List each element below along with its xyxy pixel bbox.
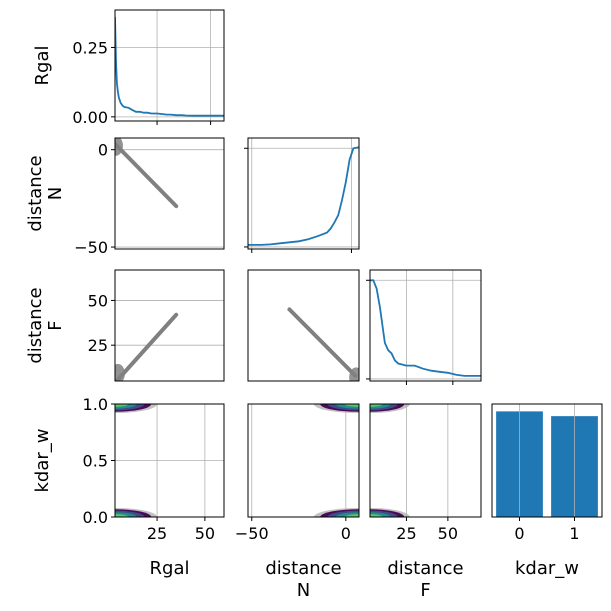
scatter-points (287, 307, 358, 378)
y-tick-label: −50 (74, 238, 108, 257)
axes-frame (114, 9, 225, 122)
x-tick-label: 25 (396, 524, 416, 543)
y-tick-label: 0.5 (83, 452, 108, 471)
y-axis-label: N (45, 187, 66, 200)
density-contour (370, 404, 383, 407)
axes-frame (369, 269, 482, 382)
scatter-points (115, 312, 179, 381)
y-tick-label: 25 (88, 336, 108, 355)
density-contour (344, 404, 359, 407)
x-axis-label: kdar_w (515, 558, 579, 579)
panel-n_vs_rgal: 0 −50 distance N (25, 137, 225, 257)
distribution-line (370, 279, 481, 377)
axes-frame (369, 403, 482, 518)
axes-frame (491, 403, 603, 518)
panel-f_hist (366, 269, 482, 385)
x-axis-label: N (297, 580, 310, 601)
y-tick-label: 0 (98, 141, 108, 160)
panel-n_hist (244, 137, 360, 253)
density-contour (344, 514, 359, 517)
axes-frame (247, 137, 360, 250)
panel-f_vs_n (247, 269, 360, 382)
distribution-line (115, 16, 224, 117)
x-tick-label: −50 (235, 524, 269, 543)
panel-f_vs_rgal: 25 50 distance F (25, 269, 225, 382)
density-contour (115, 514, 129, 517)
panel-kdar_hist: 0 1 kdar_w (491, 403, 603, 579)
x-tick-label: 50 (438, 524, 458, 543)
y-tick-label: 0.0 (83, 508, 108, 527)
y-tick-label: 0.25 (72, 38, 108, 57)
y-axis-label: distance (25, 155, 46, 231)
panel-kdar_vs_rgal: 25 50 0.0 0.5 1.0 kdar_w Rgal (32, 395, 225, 579)
y-tick-label: 50 (88, 291, 108, 310)
axes-frame (247, 403, 360, 518)
y-tick-label: 1.0 (83, 395, 108, 414)
distribution-line (248, 146, 359, 246)
y-axis-label: F (45, 320, 66, 330)
y-axis-label: Rgal (32, 46, 53, 86)
x-tick-label: 1 (569, 524, 579, 543)
y-tick-label: 0.00 (72, 108, 108, 127)
panel-rgal_hist: 0.00 0.25 Rgal (32, 9, 225, 127)
density-contour (115, 404, 129, 407)
scatter-points (115, 141, 179, 209)
axes-frame (247, 269, 360, 382)
y-axis-label: kdar_w (32, 428, 53, 492)
x-tick-label: 50 (195, 524, 215, 543)
axes-frame (114, 269, 225, 382)
axes-frame (114, 137, 225, 250)
x-axis-label: distance (387, 558, 463, 579)
x-tick-label: 0 (514, 524, 524, 543)
x-axis-label: F (420, 580, 430, 601)
x-axis-label: Rgal (150, 558, 190, 579)
x-tick-label: 0 (341, 524, 351, 543)
y-axis-label: distance (25, 287, 46, 363)
x-axis-label: distance (265, 558, 341, 579)
density-contour (370, 514, 383, 517)
x-tick-label: 25 (147, 524, 167, 543)
